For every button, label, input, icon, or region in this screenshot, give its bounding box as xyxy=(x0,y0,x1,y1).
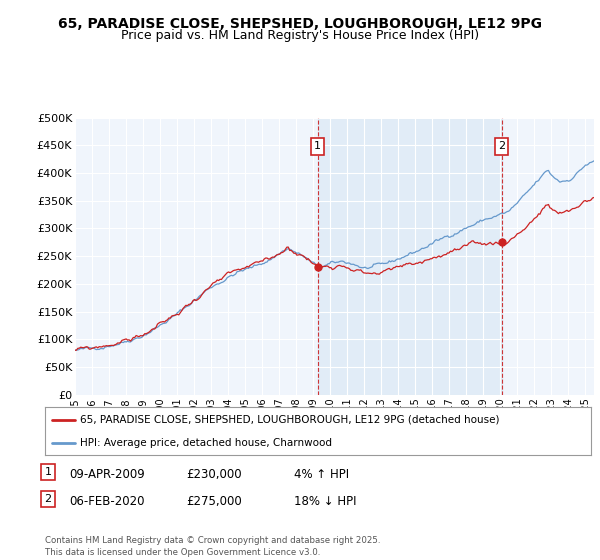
Text: 1: 1 xyxy=(314,142,322,151)
Text: 09-APR-2009: 09-APR-2009 xyxy=(69,468,145,481)
Text: 4% ↑ HPI: 4% ↑ HPI xyxy=(294,468,349,481)
Text: Contains HM Land Registry data © Crown copyright and database right 2025.
This d: Contains HM Land Registry data © Crown c… xyxy=(45,536,380,557)
Text: Price paid vs. HM Land Registry's House Price Index (HPI): Price paid vs. HM Land Registry's House … xyxy=(121,29,479,42)
Text: 1: 1 xyxy=(44,467,52,477)
Text: HPI: Average price, detached house, Charnwood: HPI: Average price, detached house, Char… xyxy=(80,438,332,448)
Text: £275,000: £275,000 xyxy=(186,495,242,508)
Bar xyxy=(318,118,502,395)
Text: £230,000: £230,000 xyxy=(186,468,242,481)
Text: 18% ↓ HPI: 18% ↓ HPI xyxy=(294,495,356,508)
Text: 65, PARADISE CLOSE, SHEPSHED, LOUGHBOROUGH, LE12 9PG (detached house): 65, PARADISE CLOSE, SHEPSHED, LOUGHBOROU… xyxy=(80,415,500,425)
Text: 06-FEB-2020: 06-FEB-2020 xyxy=(69,495,145,508)
Text: 2: 2 xyxy=(498,142,505,151)
Text: 65, PARADISE CLOSE, SHEPSHED, LOUGHBOROUGH, LE12 9PG: 65, PARADISE CLOSE, SHEPSHED, LOUGHBOROU… xyxy=(58,17,542,31)
Text: 2: 2 xyxy=(44,494,52,504)
